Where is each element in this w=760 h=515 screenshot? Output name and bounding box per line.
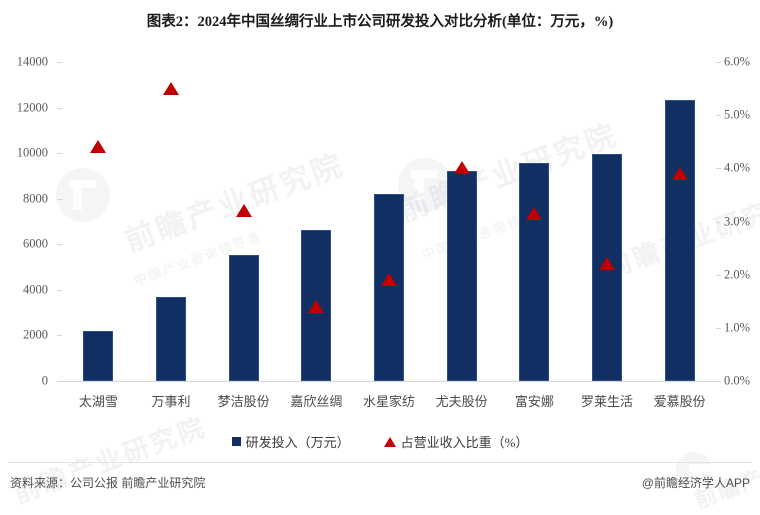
footer-divider	[8, 462, 752, 463]
right-axis-tick-label: 1.0%	[724, 320, 751, 335]
x-axis-tick-label: 梦洁股份	[217, 394, 270, 409]
legend-item-marker[interactable]: 占营业收入比重（%）	[383, 432, 529, 451]
x-axis-tick-label: 嘉欣丝绸	[290, 394, 343, 409]
bar-富安娜[interactable]	[519, 162, 550, 381]
left-axis-tick-mark	[57, 153, 62, 154]
x-axis-tick-label: 太湖雪	[78, 394, 118, 409]
right-axis-tick-label: 0.0%	[724, 373, 751, 388]
right-axis-tick-label: 3.0%	[724, 214, 751, 228]
right-axis-tick-label: 2.0%	[724, 267, 751, 282]
chart-title: 图表2：2024年中国丝绸行业上市公司研发投入对比分析(单位：万元，%)	[146, 14, 614, 30]
source-note: 资料来源：公司公报 前瞻产业研究院	[10, 476, 206, 490]
left-axis-tick-label: 6000	[23, 236, 48, 251]
left-axis-tick-label: 4000	[23, 282, 48, 297]
bar-尤夫股份[interactable]	[446, 170, 477, 381]
right-axis-tick-mark	[716, 275, 721, 276]
right-axis-tick-label: 6.0%	[724, 54, 751, 69]
x-axis-tick-label: 富安娜	[514, 394, 554, 409]
legend-label-marker: 占营业收入比重（%）	[400, 435, 529, 450]
marker-水星家纺[interactable]	[381, 272, 397, 286]
bar-梦洁股份[interactable]	[228, 254, 259, 381]
x-axis-tick-label: 爱慕股份	[653, 394, 706, 409]
marker-尤夫股份[interactable]	[453, 161, 470, 175]
marker-梦洁股份[interactable]	[235, 203, 252, 217]
right-axis-tick-mark	[716, 62, 721, 63]
right-axis-tick-mark	[716, 168, 721, 169]
x-axis-tick-label: 罗莱生活	[580, 394, 634, 409]
marker-太湖雪[interactable]	[90, 140, 107, 154]
legend-triangle-icon	[383, 436, 396, 447]
plot-area	[62, 62, 716, 381]
left-axis-tick-mark	[57, 244, 62, 245]
axis-baseline	[62, 381, 716, 382]
bar-万事利[interactable]	[156, 297, 186, 381]
brand-note: @前瞻经济学人APP	[641, 476, 750, 490]
left-axis-tick-label: 2000	[23, 327, 48, 342]
left-axis-tick-mark	[57, 381, 62, 382]
right-axis-tick-mark	[716, 115, 721, 116]
right-axis-tick-label: 4.0%	[724, 160, 751, 175]
marker-爱慕股份[interactable]	[671, 166, 688, 180]
legend-square-icon	[231, 437, 241, 446]
left-axis-tick-mark	[57, 335, 62, 336]
marker-富安娜[interactable]	[526, 206, 543, 220]
left-axis-tick-label: 14000	[16, 54, 48, 69]
marker-万事利[interactable]	[163, 81, 179, 95]
right-axis-tick-mark	[716, 381, 721, 382]
watermark-text: 前瞻产业研究院	[9, 411, 211, 509]
left-axis-tick-label: 10000	[16, 145, 48, 160]
x-axis-tick-label: 尤夫股份	[435, 394, 488, 409]
bar-爱慕股份[interactable]	[664, 100, 695, 381]
legend-label-bar: 研发投入（万元）	[245, 435, 350, 450]
marker-嘉欣丝绸[interactable]	[308, 299, 325, 313]
left-axis-tick-label: 0	[41, 373, 48, 388]
right-axis-tick-label: 5.0%	[724, 107, 751, 122]
x-axis-tick-label: 水星家纺	[362, 394, 416, 409]
x-axis-tick-label: 万事利	[151, 394, 191, 409]
left-axis-tick-mark	[57, 62, 62, 63]
left-axis-tick-label: 8000	[23, 191, 48, 206]
left-axis-tick-label: 12000	[16, 100, 48, 115]
left-axis-tick-mark	[57, 108, 62, 109]
legend-item-bar[interactable]: 研发投入（万元）	[231, 432, 350, 451]
chart-legend: 研发投入（万元） 占营业收入比重（%）	[0, 432, 760, 451]
left-axis-tick-mark	[57, 290, 62, 291]
bar-太湖雪[interactable]	[83, 330, 114, 381]
right-axis-tick-mark	[716, 222, 721, 223]
right-axis-tick-mark	[716, 328, 721, 329]
marker-罗莱生活[interactable]	[599, 257, 615, 271]
left-axis-tick-mark	[57, 199, 62, 200]
bar-水星家纺[interactable]	[374, 194, 404, 381]
